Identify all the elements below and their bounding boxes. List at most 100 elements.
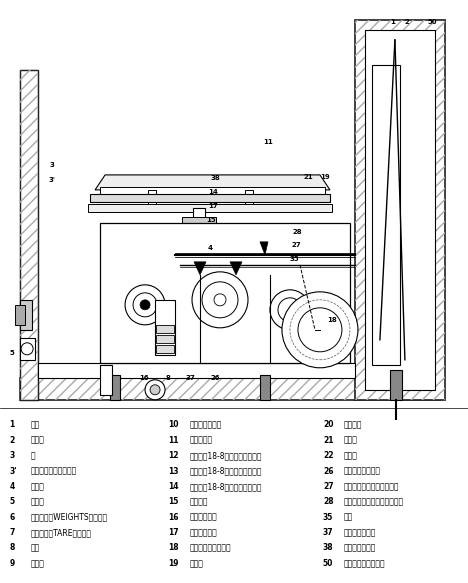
Text: 12: 12 bbox=[168, 451, 179, 460]
Text: 5: 5 bbox=[9, 497, 15, 506]
Bar bbox=[372, 65, 400, 365]
Text: 5: 5 bbox=[10, 350, 15, 356]
Text: 8: 8 bbox=[9, 543, 15, 553]
Circle shape bbox=[202, 282, 238, 318]
Text: 皿: 皿 bbox=[30, 451, 35, 460]
Text: 分銅掛け: 分銅掛け bbox=[190, 497, 208, 506]
Circle shape bbox=[192, 272, 248, 328]
Text: カバー取付ネジ: カバー取付ネジ bbox=[190, 420, 222, 429]
Bar bbox=[148, 190, 156, 212]
Text: 皿受け: 皿受け bbox=[30, 482, 44, 491]
Polygon shape bbox=[260, 242, 268, 255]
Bar bbox=[245, 190, 253, 212]
Bar bbox=[168, 240, 228, 280]
Text: 錘子玉: 錘子玉 bbox=[344, 436, 358, 445]
Text: 4: 4 bbox=[9, 482, 15, 491]
Text: 1: 1 bbox=[9, 420, 15, 429]
Bar bbox=[110, 375, 120, 400]
Text: 15: 15 bbox=[168, 497, 179, 506]
Bar bbox=[20, 70, 38, 400]
Text: 2: 2 bbox=[9, 436, 15, 445]
Text: 振子連桿（ふりこれんかん）: 振子連桿（ふりこれんかん） bbox=[344, 497, 404, 506]
Bar bbox=[155, 300, 175, 355]
Text: 21: 21 bbox=[303, 174, 313, 180]
Circle shape bbox=[270, 290, 310, 330]
Bar bbox=[88, 204, 332, 212]
Bar bbox=[260, 375, 270, 400]
Bar bbox=[355, 20, 445, 400]
Text: 4: 4 bbox=[207, 245, 212, 251]
Bar bbox=[156, 325, 174, 333]
Text: 11: 11 bbox=[168, 436, 179, 445]
Text: 14: 14 bbox=[168, 482, 179, 491]
Text: 16: 16 bbox=[139, 375, 149, 381]
Text: 風袋引き装置: 風袋引き装置 bbox=[190, 528, 217, 537]
Text: 風袋引き（TARE）ツマミ: 風袋引き（TARE）ツマミ bbox=[30, 528, 91, 537]
Bar bbox=[390, 370, 402, 400]
Text: 21: 21 bbox=[323, 436, 333, 445]
Text: 指針: 指針 bbox=[30, 420, 40, 429]
Bar bbox=[365, 30, 435, 390]
Bar bbox=[20, 378, 440, 400]
Circle shape bbox=[133, 293, 157, 317]
Text: 26: 26 bbox=[323, 466, 333, 476]
Circle shape bbox=[298, 308, 342, 352]
Text: 分銅加除（WEIGHTS）ツマミ: 分銅加除（WEIGHTS）ツマミ bbox=[30, 512, 108, 522]
Circle shape bbox=[125, 285, 165, 325]
Text: 18: 18 bbox=[168, 543, 179, 553]
Text: 22: 22 bbox=[323, 451, 333, 460]
Text: 6: 6 bbox=[9, 512, 15, 522]
Text: 2: 2 bbox=[404, 19, 410, 25]
Text: 38: 38 bbox=[210, 175, 220, 181]
Text: 吊り枠: 吊り枠 bbox=[344, 451, 358, 460]
Circle shape bbox=[278, 298, 302, 322]
Text: 14: 14 bbox=[208, 189, 218, 195]
Text: 分銅大（18-8ステンレス鋼製）: 分銅大（18-8ステンレス鋼製） bbox=[190, 466, 262, 476]
Text: 38: 38 bbox=[323, 543, 334, 553]
Bar bbox=[185, 223, 213, 235]
Bar bbox=[20, 378, 440, 400]
Text: 28: 28 bbox=[292, 229, 302, 235]
Bar bbox=[20, 70, 38, 400]
Text: 7: 7 bbox=[9, 528, 15, 537]
Text: 本体基台: 本体基台 bbox=[344, 420, 363, 429]
Text: カム: カム bbox=[344, 512, 353, 522]
Text: 27: 27 bbox=[291, 242, 301, 248]
Bar bbox=[20, 300, 32, 330]
Text: 17: 17 bbox=[168, 528, 179, 537]
Bar bbox=[20, 338, 35, 360]
Text: 16: 16 bbox=[168, 512, 179, 522]
Bar bbox=[182, 217, 216, 225]
Text: 50: 50 bbox=[323, 559, 333, 568]
Text: 26: 26 bbox=[210, 375, 220, 381]
Text: 3: 3 bbox=[9, 451, 15, 460]
Text: 27: 27 bbox=[323, 482, 334, 491]
Text: 分銅中（18-8ステンレス鋼製）: 分銅中（18-8ステンレス鋼製） bbox=[190, 482, 262, 491]
Polygon shape bbox=[230, 262, 242, 275]
Text: 重心玉: 重心玉 bbox=[190, 559, 204, 568]
Text: 水平器: 水平器 bbox=[30, 497, 44, 506]
Text: 35: 35 bbox=[323, 512, 333, 522]
Text: 20: 20 bbox=[323, 420, 333, 429]
Text: 37: 37 bbox=[185, 375, 195, 381]
Polygon shape bbox=[95, 175, 330, 190]
Text: 3': 3' bbox=[49, 177, 56, 183]
Bar bbox=[38, 363, 355, 378]
Text: 前脚: 前脚 bbox=[30, 543, 40, 553]
Bar bbox=[90, 194, 330, 202]
Text: 10: 10 bbox=[168, 420, 179, 429]
Bar bbox=[193, 208, 205, 273]
Text: 指針振子（ししんふりこ）: 指針振子（ししんふりこ） bbox=[344, 482, 400, 491]
Text: 分銅加除レバー: 分銅加除レバー bbox=[344, 543, 376, 553]
Circle shape bbox=[140, 300, 150, 310]
Bar bbox=[100, 365, 112, 395]
Text: 13: 13 bbox=[168, 466, 179, 476]
Bar bbox=[156, 345, 174, 353]
Text: カバー: カバー bbox=[30, 559, 44, 568]
Text: 37: 37 bbox=[323, 528, 334, 537]
Circle shape bbox=[21, 343, 33, 355]
Circle shape bbox=[145, 380, 165, 400]
Text: 目盛板: 目盛板 bbox=[30, 436, 44, 445]
Text: 19: 19 bbox=[320, 174, 330, 180]
Circle shape bbox=[282, 292, 358, 368]
